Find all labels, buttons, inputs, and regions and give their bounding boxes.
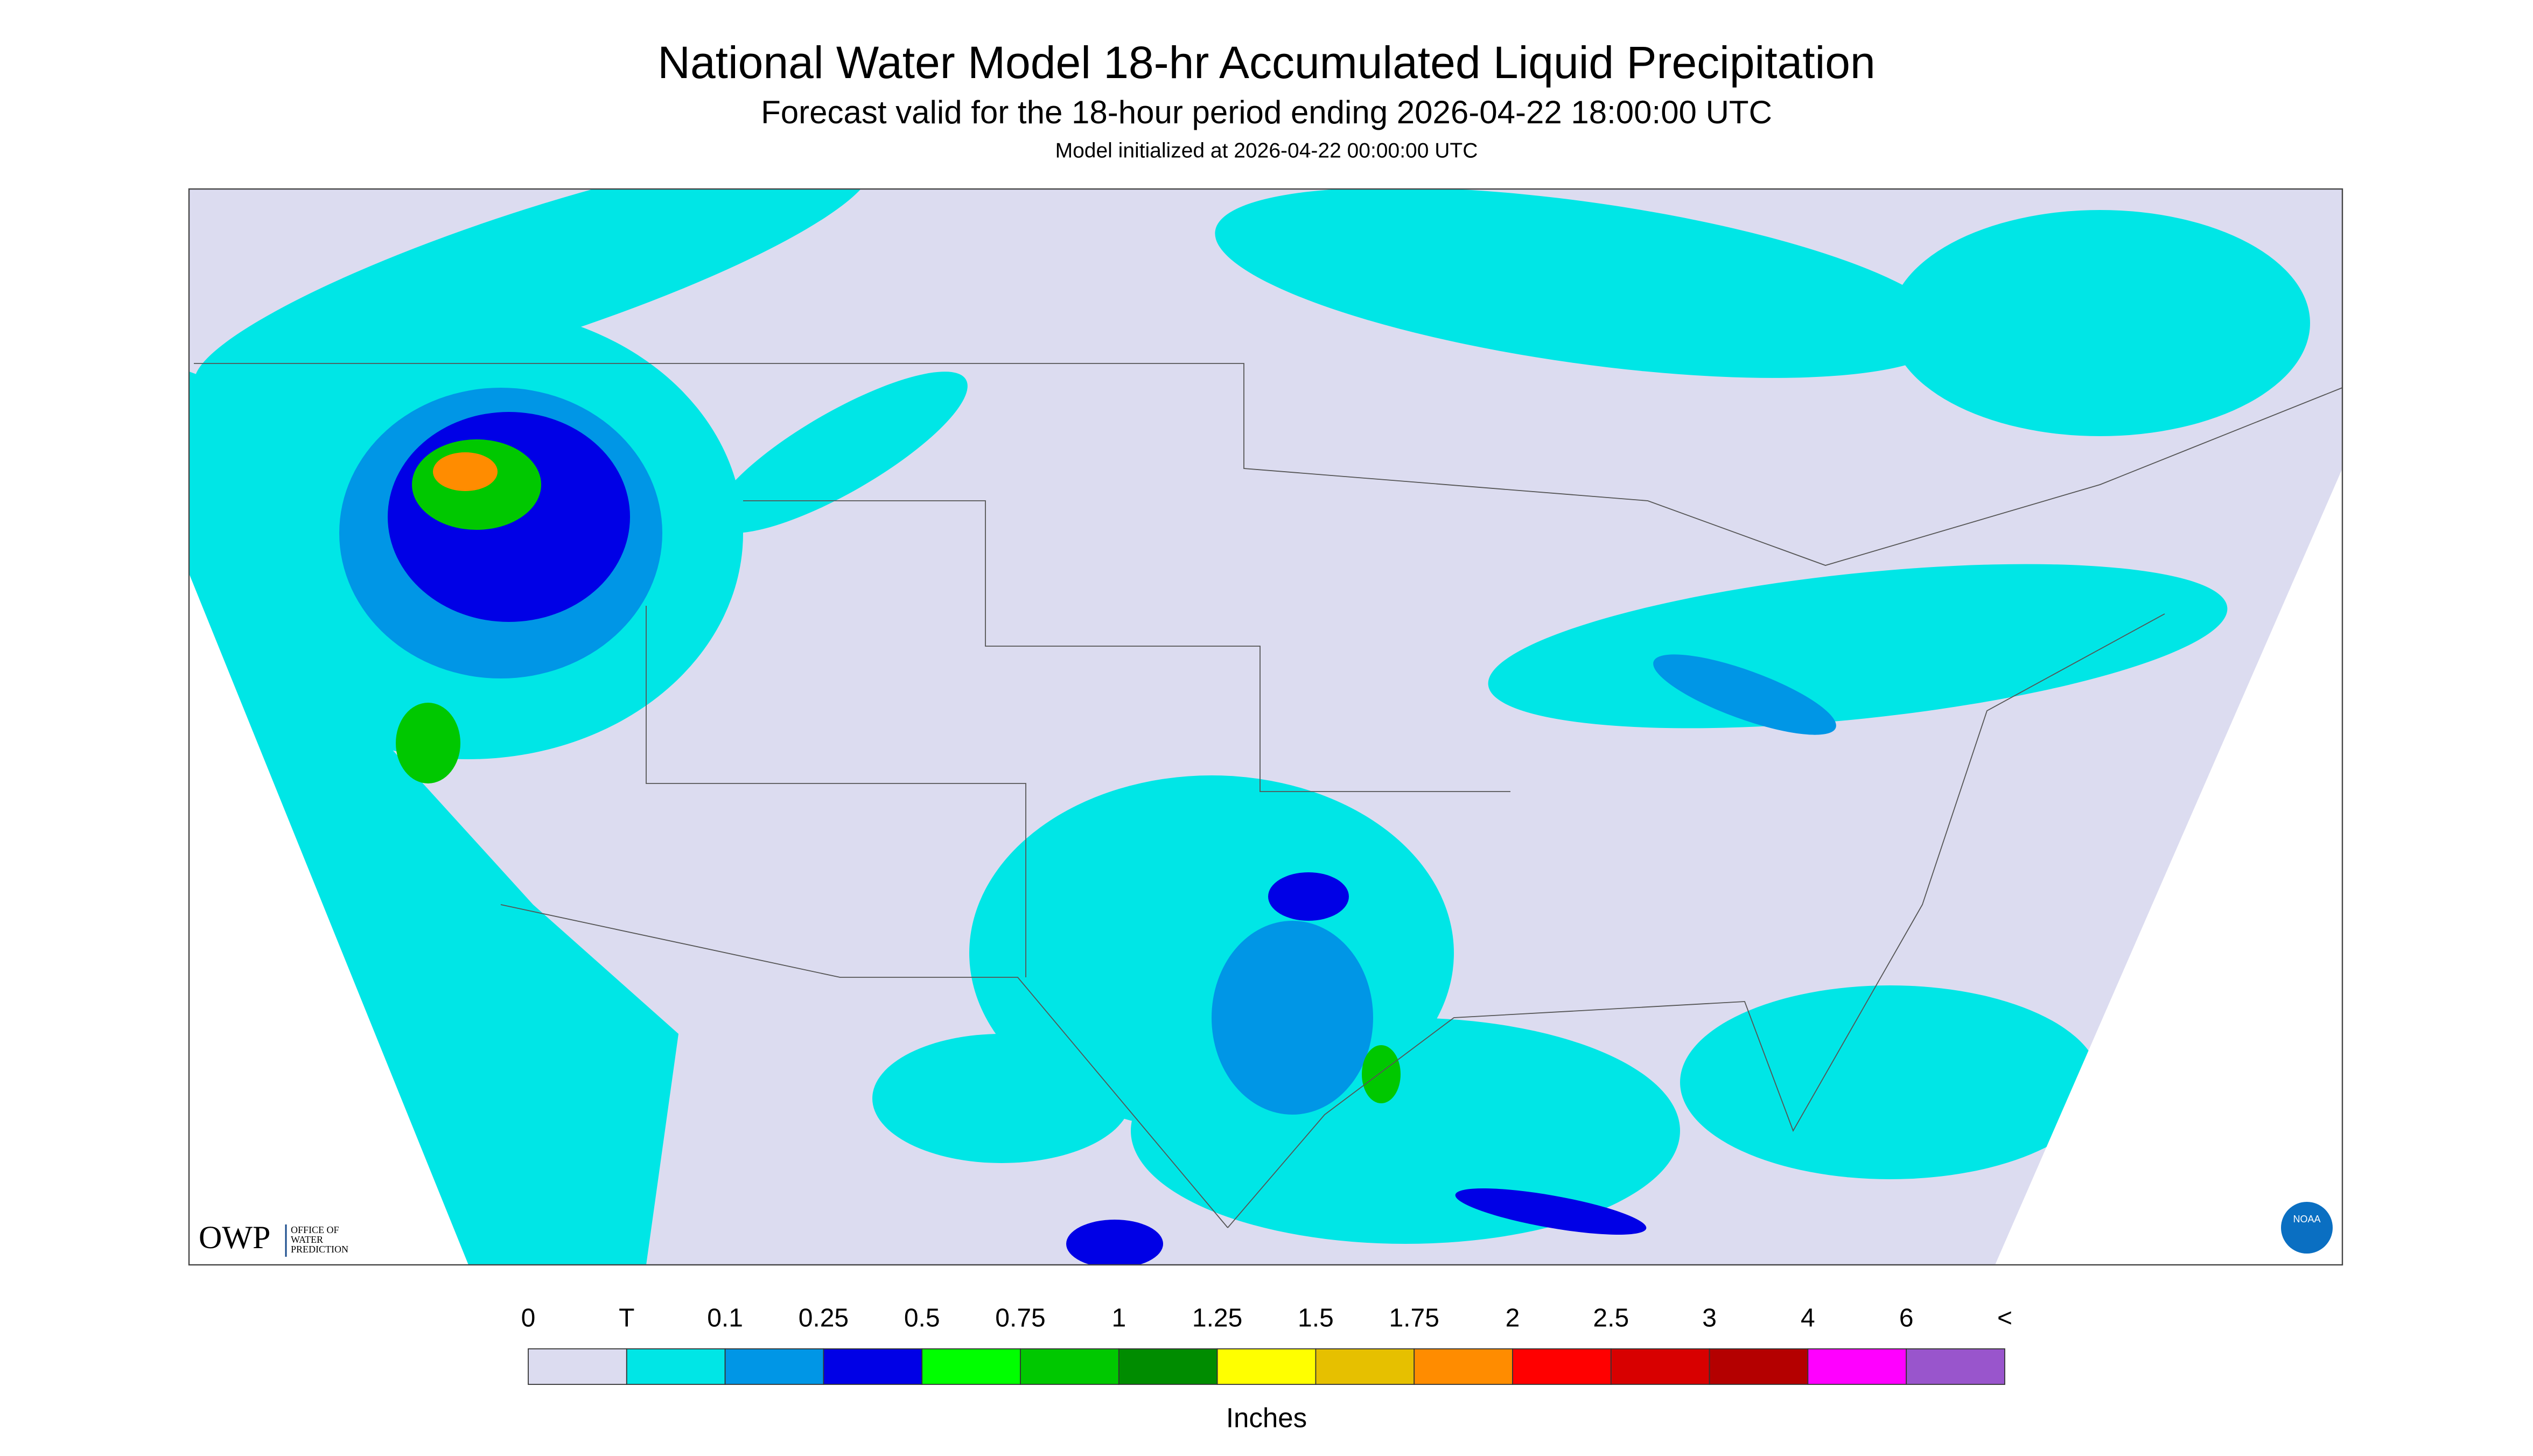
- legend-swatch: [1315, 1348, 1415, 1385]
- legend-swatch: [1414, 1348, 1513, 1385]
- init-time: Model initialized at 2026-04-22 00:00:00…: [1055, 139, 1478, 162]
- legend-label: 0.5: [904, 1304, 940, 1333]
- legend-label: 2: [1506, 1304, 1520, 1333]
- legend-label: 0.25: [799, 1304, 849, 1333]
- legend-label: 2.5: [1593, 1304, 1629, 1333]
- legend-swatch: [1020, 1348, 1119, 1385]
- legend-label: 1.75: [1389, 1304, 1439, 1333]
- map: OWP OFFICE OF WATER PREDICTION NOAA: [188, 188, 2343, 1266]
- precip-area: [1215, 189, 1951, 378]
- legend-label: 3: [1702, 1304, 1717, 1333]
- precip-area: [396, 703, 460, 784]
- noaa-logo: [2281, 1202, 2333, 1254]
- legend-label: <: [1997, 1304, 2012, 1333]
- precip-area: [872, 1034, 1131, 1164]
- legend-swatch: [921, 1348, 1021, 1385]
- border-line: [500, 904, 1228, 1228]
- precip-area: [433, 452, 498, 492]
- legend-label: 0: [521, 1304, 536, 1333]
- precip-area: [1488, 564, 2228, 729]
- legend-swatch: [626, 1348, 726, 1385]
- precip-area: [1653, 654, 1836, 735]
- legend-swatch: [724, 1348, 824, 1385]
- owp-name: PREDICTION: [291, 1244, 348, 1255]
- legend-label: 4: [1801, 1304, 1815, 1333]
- precip-area: [194, 189, 872, 401]
- precip-area: [1362, 1045, 1401, 1104]
- owp-name: OFFICE OF: [291, 1224, 339, 1235]
- subtitle: Forecast valid for the 18-hour period en…: [761, 94, 1772, 130]
- legend-swatch: [1512, 1348, 1612, 1385]
- legend-label: T: [619, 1304, 634, 1333]
- coast-line: [1227, 613, 2165, 1228]
- border-line: [194, 363, 2342, 566]
- legend-label: 1.25: [1192, 1304, 1242, 1333]
- precip-area: [1890, 210, 2310, 437]
- state-line: [646, 606, 1026, 978]
- precip-area: [712, 372, 968, 533]
- legend: 0 T 0.1 0.25 0.5 0.75 1 1.25 1.5 1.75 2 2.5 3 4 6 <: [521, 1304, 2012, 1385]
- legend-swatch: [1216, 1348, 1317, 1385]
- legend-swatch: [528, 1348, 627, 1385]
- precip-area: [1680, 985, 2100, 1180]
- legend-label: 1.5: [1298, 1304, 1334, 1333]
- legend-swatch: [1807, 1348, 1907, 1385]
- legend-swatch: [1906, 1348, 2005, 1385]
- legend-unit: Inches: [1226, 1402, 1307, 1433]
- owp-logo: OWP: [199, 1220, 270, 1255]
- legend-swatch: [1709, 1348, 1809, 1385]
- legend-label: 0.75: [995, 1304, 1045, 1333]
- owp-name: WATER: [291, 1234, 323, 1245]
- precip-area: [1212, 921, 1373, 1115]
- legend-swatch: [1118, 1348, 1218, 1385]
- legend-swatch: [1610, 1348, 1710, 1385]
- title: National Water Model 18-hr Accumulated L…: [657, 37, 1875, 88]
- state-line: [743, 500, 1510, 792]
- precip-area: [1268, 872, 1349, 921]
- noaa-text: NOAA: [2293, 1214, 2320, 1224]
- legend-label: 1: [1111, 1304, 1126, 1333]
- precip-area: [1455, 1188, 1647, 1235]
- legend-label: 0.1: [707, 1304, 743, 1333]
- precip-field: [189, 189, 2342, 1265]
- map-frame: [188, 188, 2343, 1266]
- legend-swatch: [823, 1348, 923, 1385]
- legend-label: 6: [1899, 1304, 1914, 1333]
- precip-area: [1066, 1220, 1163, 1265]
